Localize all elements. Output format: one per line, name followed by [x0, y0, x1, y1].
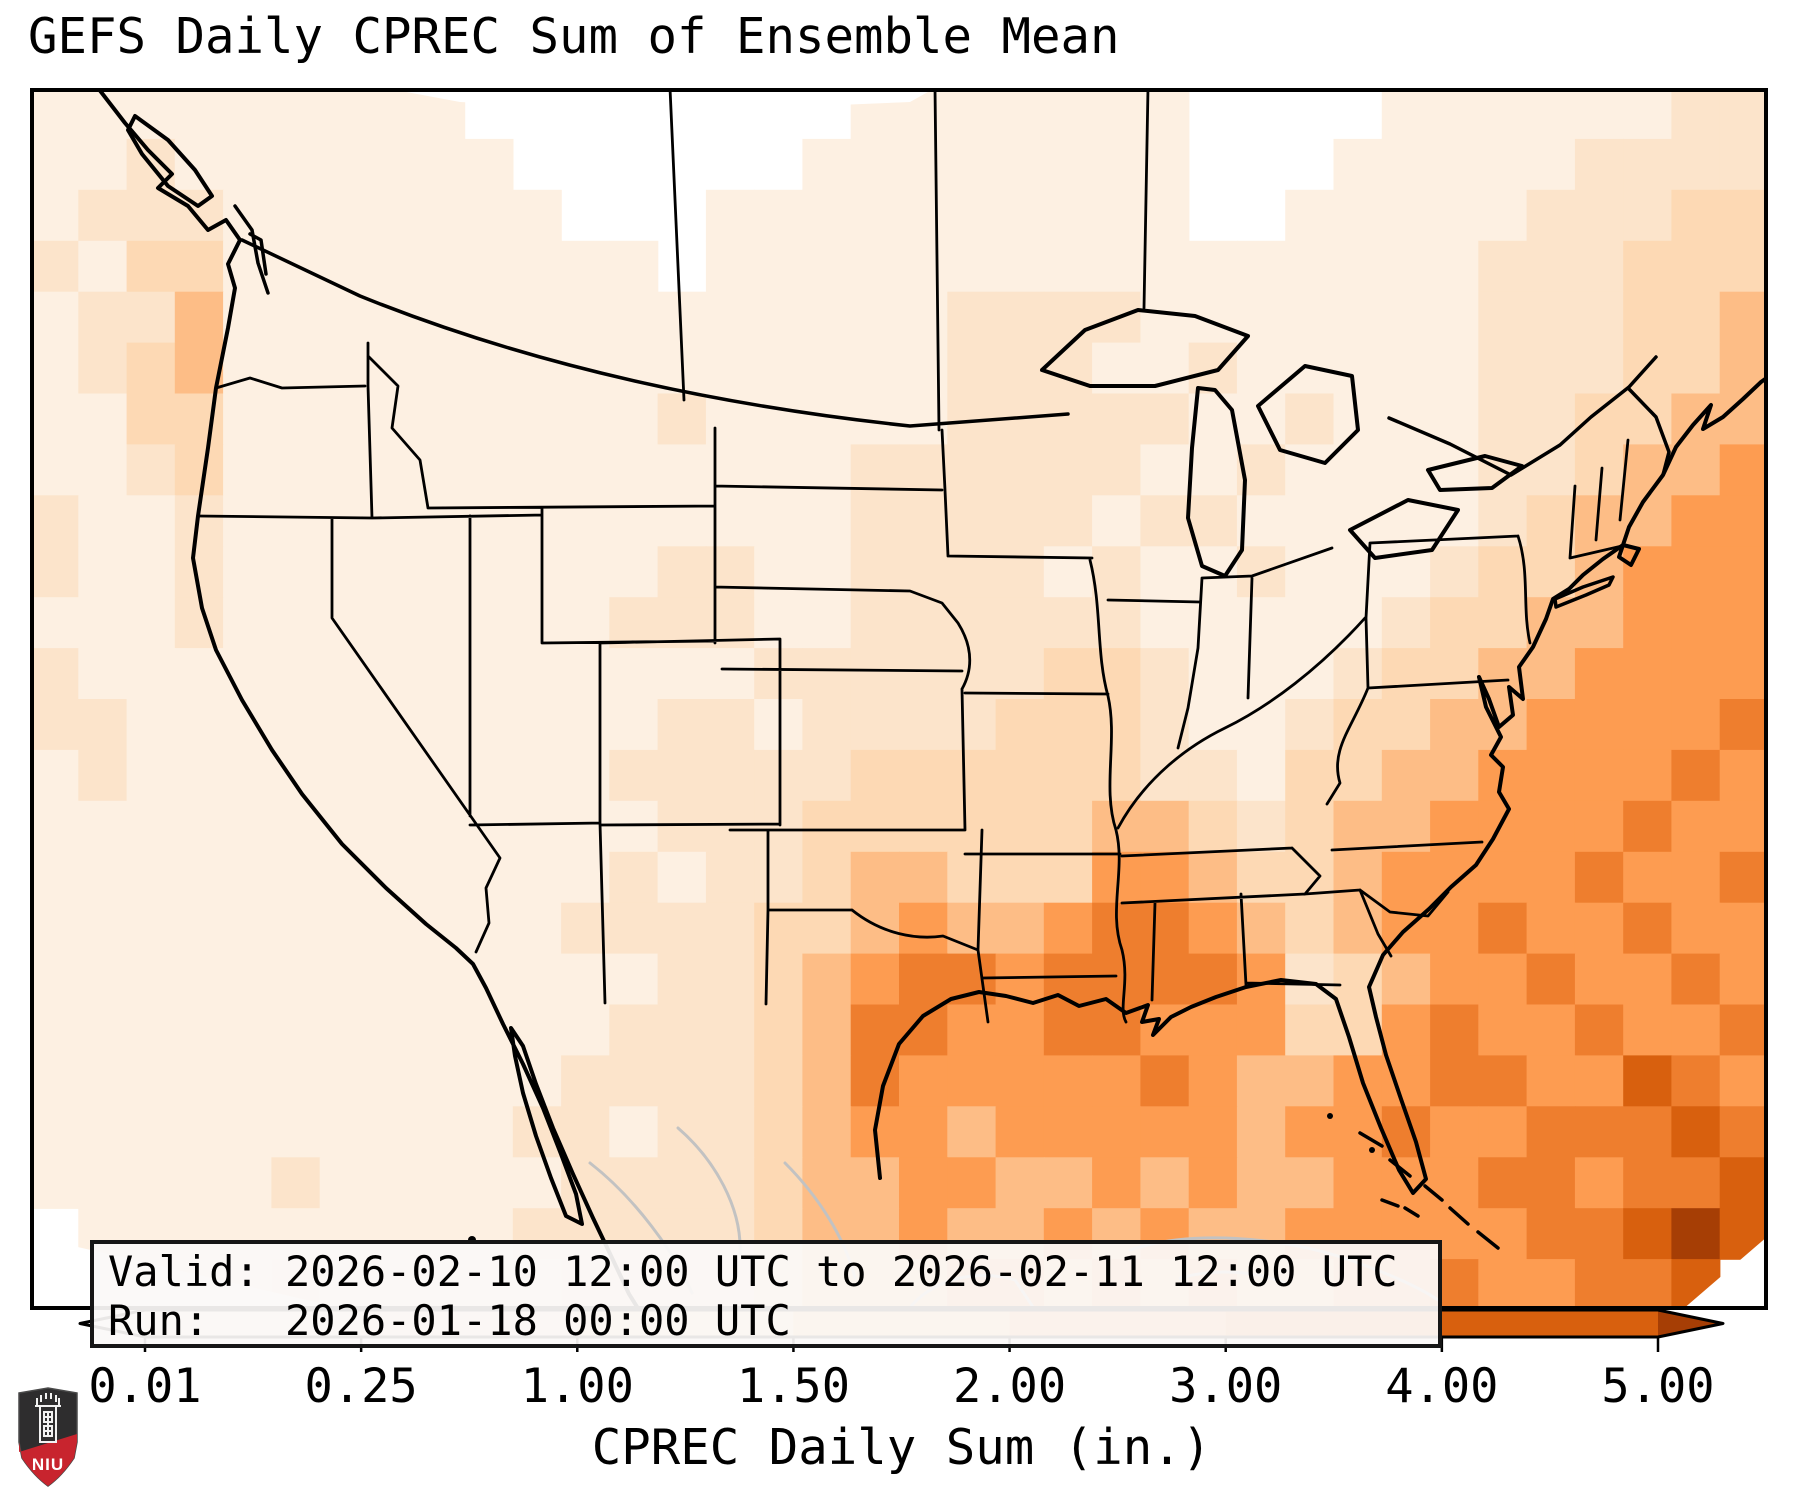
colorbar-tick-label: 0.25: [305, 1359, 418, 1414]
colorbar-ticks: 0.01 0.25 1.00 1.50 2.00 3.00 4.00 5.00: [88, 1337, 1715, 1414]
page-title: GEFS Daily CPREC Sum of Ensemble Mean: [28, 8, 1120, 65]
vancouver-island: [126, 114, 214, 208]
colorbar-tick-label: 1.50: [737, 1359, 850, 1414]
logo-castle-icon: [35, 1393, 61, 1443]
valid-time-text: Valid: 2026-02-10 12:00 UTC to 2026-02-1…: [108, 1247, 1398, 1296]
colorbar-tick-label: 0.01: [88, 1359, 201, 1414]
canada-province-borders: [668, 88, 1150, 432]
colorbar-tick-label: 4.00: [1385, 1359, 1498, 1414]
niu-logo: NIU: [18, 1387, 78, 1487]
great-lakes: [1040, 308, 1524, 578]
logo-red-band: [19, 1434, 77, 1486]
long-island: [1553, 575, 1615, 609]
colorbar-axis-label: CPREC Daily Sum (in.): [592, 1419, 1212, 1476]
pacific-coastline: [96, 88, 641, 1310]
logo-text: NIU: [32, 1455, 64, 1474]
info-box: Valid: 2026-02-10 12:00 UTC to 2026-02-1…: [90, 1240, 1442, 1348]
colorbar-tick-label: 3.00: [1169, 1359, 1282, 1414]
gulf-atlantic-coastline: [873, 375, 1768, 1195]
keys-bahamas-cuba: [1358, 1131, 1500, 1250]
precip-map: [30, 88, 1768, 1310]
state-borders: [196, 341, 1630, 1024]
us-canada-border: [240, 238, 1070, 428]
run-time-text: Run: 2026-01-18 00:00 UTC: [108, 1296, 791, 1345]
colorbar-over-arrow: [1658, 1310, 1723, 1337]
colorbar-tick-label: 1.00: [521, 1359, 634, 1414]
precip-raster: [30, 88, 1768, 1310]
colorbar-tick-label: 2.00: [953, 1359, 1066, 1414]
colorbar-tick-label: 5.00: [1601, 1359, 1714, 1414]
map-panel: Valid: 2026-02-10 12:00 UTC to 2026-02-1…: [30, 88, 1768, 1348]
st-lawrence-maritimes: [1387, 355, 1671, 477]
